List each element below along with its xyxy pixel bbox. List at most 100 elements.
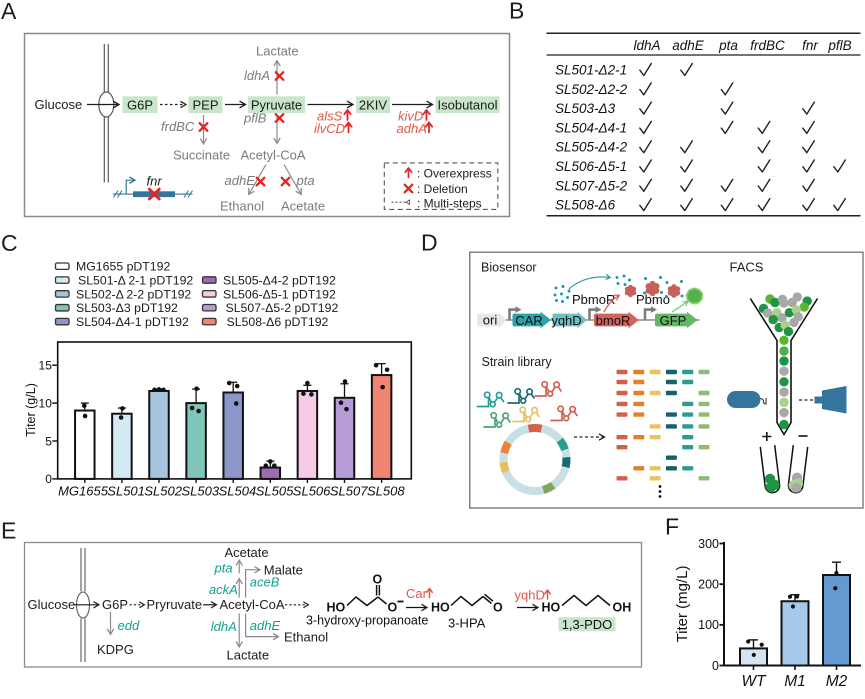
- svg-text:Strain library: Strain library: [482, 355, 553, 369]
- svg-text:alsS: alsS: [317, 109, 343, 124]
- svg-text:C: C: [1, 230, 18, 256]
- svg-text:F: F: [665, 514, 679, 540]
- svg-text:kivD: kivD: [398, 109, 423, 124]
- svg-text:E: E: [1, 518, 16, 544]
- svg-text:Lactate: Lactate: [227, 647, 270, 662]
- svg-text:ldhA: ldhA: [633, 38, 660, 53]
- svg-text:ilvCD: ilvCD: [314, 121, 345, 136]
- svg-text:200: 200: [698, 578, 719, 592]
- svg-text:HO: HO: [542, 601, 561, 615]
- svg-text:PbmoR: PbmoR: [572, 292, 615, 307]
- svg-text:ldhA: ldhA: [211, 619, 237, 634]
- svg-text:frdBC: frdBC: [750, 38, 785, 53]
- svg-text:Glucose: Glucose: [28, 597, 76, 612]
- svg-text:adhE: adhE: [250, 618, 281, 633]
- svg-text:M2: M2: [826, 673, 848, 690]
- svg-text:SL502-Δ 2-2 pDT192: SL502-Δ 2-2 pDT192: [76, 287, 191, 301]
- svg-text:0: 0: [712, 659, 719, 673]
- svg-text:Biosensor: Biosensor: [481, 261, 537, 275]
- svg-text:SL504: SL504: [219, 484, 257, 499]
- svg-text:pta: pta: [718, 38, 738, 53]
- svg-text:Ethanol: Ethanol: [284, 629, 328, 644]
- svg-text:2KIV: 2KIV: [359, 97, 388, 112]
- svg-text:Pyruvate: Pyruvate: [251, 97, 302, 112]
- svg-text:SL508: SL508: [367, 484, 405, 499]
- svg-text:yqhD: yqhD: [515, 588, 545, 603]
- svg-text:Isobutanol: Isobutanol: [438, 97, 498, 112]
- svg-text:SL508-Δ6: SL508-Δ6: [555, 198, 616, 213]
- svg-text:edd: edd: [118, 618, 140, 633]
- svg-text:MG1655: MG1655: [58, 484, 109, 499]
- svg-text:HO: HO: [327, 601, 346, 615]
- svg-text:100: 100: [698, 618, 719, 632]
- svg-text:pflB: pflB: [243, 111, 267, 126]
- svg-text:3-hydroxy-propanoate: 3-hydroxy-propanoate: [306, 614, 428, 628]
- svg-text:Acetyl-CoA: Acetyl-CoA: [241, 148, 306, 163]
- svg-text:ldhA: ldhA: [244, 68, 270, 83]
- svg-text:Pbmo: Pbmo: [636, 292, 670, 307]
- svg-text:: Overexpress: : Overexpress: [417, 167, 492, 181]
- svg-text:ori: ori: [483, 313, 498, 328]
- svg-text:SL506: SL506: [293, 484, 331, 499]
- svg-text:SL501: SL501: [107, 484, 145, 499]
- svg-text:5: 5: [45, 434, 52, 448]
- svg-text:SL507-Δ5-2: SL507-Δ5-2: [555, 178, 628, 193]
- svg-text:SL502-Δ2-2: SL502-Δ2-2: [555, 82, 628, 97]
- svg-text:1,3-PDO: 1,3-PDO: [562, 617, 613, 632]
- svg-text:SL506-Δ5-1 pDT192: SL506-Δ5-1 pDT192: [223, 287, 336, 301]
- svg-text:G6P: G6P: [102, 597, 128, 612]
- svg-text:O: O: [388, 601, 398, 615]
- svg-text:15: 15: [39, 359, 53, 373]
- svg-text:WT: WT: [741, 673, 767, 690]
- svg-text:fnr: fnr: [802, 38, 818, 53]
- svg-text:G6P: G6P: [127, 97, 153, 112]
- svg-text:fnr: fnr: [147, 174, 163, 189]
- svg-text:Titer (mg/L): Titer (mg/L): [674, 566, 691, 643]
- svg-text:M1: M1: [784, 673, 806, 690]
- svg-text:O: O: [373, 573, 383, 587]
- svg-text:Glucose: Glucose: [35, 97, 83, 112]
- svg-text:adhA: adhA: [397, 121, 427, 136]
- svg-text:SL504-Δ4-1 pDT192: SL504-Δ4-1 pDT192: [76, 315, 189, 329]
- svg-text:Acetate: Acetate: [225, 545, 269, 560]
- svg-text:pta: pta: [214, 561, 233, 576]
- svg-text:SL508-Δ6 pDT192: SL508-Δ6 pDT192: [227, 315, 329, 329]
- svg-text:: Multi-steps: : Multi-steps: [417, 196, 482, 210]
- svg-text:aceB: aceB: [250, 575, 280, 590]
- svg-text:FACS: FACS: [730, 260, 764, 275]
- svg-text:KDPG: KDPG: [97, 642, 134, 657]
- svg-text:CAR: CAR: [515, 313, 542, 328]
- svg-text:Lactate: Lactate: [256, 44, 299, 59]
- svg-text:Titer (g/L): Titer (g/L): [24, 383, 38, 437]
- svg-text:SL503-Δ3 pDT192: SL503-Δ3 pDT192: [76, 301, 178, 315]
- svg-text:SL501-Δ2-1: SL501-Δ2-1: [555, 63, 627, 78]
- svg-text:pflB: pflB: [827, 38, 851, 53]
- svg-text:SL501-Δ 2-1 pDT192: SL501-Δ 2-1 pDT192: [78, 273, 193, 287]
- svg-text:SL505-Δ4-2: SL505-Δ4-2: [555, 140, 628, 155]
- svg-text:pta: pta: [296, 173, 315, 188]
- svg-text:SL505-Δ4-2 pDT192: SL505-Δ4-2 pDT192: [223, 273, 336, 287]
- svg-text:ackA: ackA: [209, 582, 238, 597]
- svg-text:A: A: [1, 0, 17, 24]
- svg-text:0: 0: [45, 472, 52, 486]
- svg-text:: Deletion: : Deletion: [417, 182, 468, 196]
- svg-text:Succinate: Succinate: [173, 148, 230, 163]
- svg-text:MG1655 pDT192: MG1655 pDT192: [76, 260, 170, 274]
- svg-text:adhE: adhE: [672, 38, 705, 53]
- svg-text:Malate: Malate: [264, 562, 303, 577]
- svg-text:O: O: [493, 601, 503, 615]
- svg-text:HO: HO: [431, 601, 450, 615]
- svg-text:yqhD: yqhD: [551, 313, 581, 328]
- svg-text:3-HPA: 3-HPA: [448, 616, 486, 631]
- svg-text:OH: OH: [613, 601, 632, 615]
- svg-text:bmoR: bmoR: [596, 313, 631, 328]
- svg-text:GFP: GFP: [660, 313, 687, 328]
- svg-text:10: 10: [39, 396, 53, 410]
- svg-text:SL503: SL503: [182, 484, 220, 499]
- svg-text:SL503-Δ3: SL503-Δ3: [555, 101, 616, 116]
- svg-text:adhE: adhE: [225, 173, 256, 188]
- svg-text:Acetate: Acetate: [281, 199, 325, 214]
- svg-text:SL505: SL505: [256, 484, 294, 499]
- svg-text:frdBC: frdBC: [161, 119, 195, 134]
- svg-text:Car: Car: [406, 586, 428, 601]
